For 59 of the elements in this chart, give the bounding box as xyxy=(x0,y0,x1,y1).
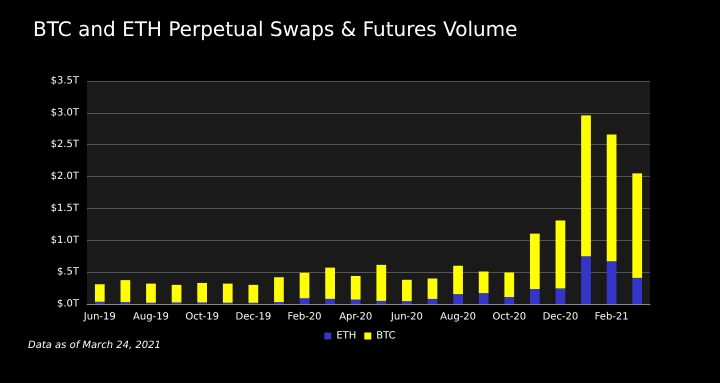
y-tick-label: $2.5T xyxy=(50,139,80,150)
bar xyxy=(606,134,616,262)
bar xyxy=(453,294,463,304)
bar xyxy=(120,280,130,302)
bar xyxy=(248,284,258,303)
x-tick-label: Apr-20 xyxy=(339,312,372,322)
bar xyxy=(402,301,412,304)
y-tick-label: $.0T xyxy=(56,298,80,310)
bar xyxy=(376,264,386,301)
bar xyxy=(300,272,310,298)
legend-label: ETH xyxy=(336,330,356,342)
bar xyxy=(581,256,591,304)
x-tick-label: Feb-21 xyxy=(594,312,629,322)
bar xyxy=(325,268,335,299)
bar xyxy=(94,284,105,302)
x-tick-label: Dec-20 xyxy=(542,312,578,322)
y-tick-label: $3.0T xyxy=(50,107,80,118)
bar xyxy=(530,289,540,304)
bar xyxy=(478,272,489,294)
y-tick-label: $3.5T xyxy=(50,76,80,86)
bar xyxy=(581,115,591,256)
bar xyxy=(428,298,438,304)
y-tick-label: $1.0T xyxy=(50,234,80,246)
bar xyxy=(504,296,514,304)
bar xyxy=(556,220,566,288)
bar xyxy=(402,280,412,302)
bar xyxy=(325,298,335,304)
bar xyxy=(376,300,386,304)
bar xyxy=(172,284,182,302)
legend-label: BTC xyxy=(376,330,396,342)
x-tick-label: Dec-19 xyxy=(235,312,272,322)
bar xyxy=(632,173,642,278)
bar xyxy=(274,277,284,302)
x-tick-label: Aug-20 xyxy=(440,312,476,322)
bar xyxy=(606,261,616,304)
bar xyxy=(453,266,463,294)
bar xyxy=(530,234,540,290)
x-tick-label: Oct-20 xyxy=(492,312,526,322)
bar xyxy=(478,293,489,304)
chart-title: BTC and ETH Perpetual Swaps & Futures Volume xyxy=(33,17,518,41)
bar xyxy=(350,300,361,304)
y-tick-label: $1.5T xyxy=(50,202,80,214)
bar xyxy=(300,298,310,304)
y-tick-label: $.5T xyxy=(56,266,80,278)
bar xyxy=(146,284,156,303)
x-tick-label: Feb-20 xyxy=(288,312,322,322)
text: Data as of March 24, 2021 xyxy=(28,340,161,351)
bar xyxy=(350,276,361,300)
y-tick-label: $2.0T xyxy=(50,171,80,182)
bar xyxy=(222,284,233,303)
x-tick-label: Jun-19 xyxy=(82,312,116,322)
x-tick-label: Oct-19 xyxy=(185,312,219,322)
x-tick-label: Aug-19 xyxy=(133,312,169,322)
bar xyxy=(197,282,208,302)
bar xyxy=(556,288,566,304)
x-tick-label: Jun-20 xyxy=(390,312,423,322)
bar xyxy=(428,278,438,299)
bar xyxy=(632,278,642,304)
bar xyxy=(504,272,514,297)
